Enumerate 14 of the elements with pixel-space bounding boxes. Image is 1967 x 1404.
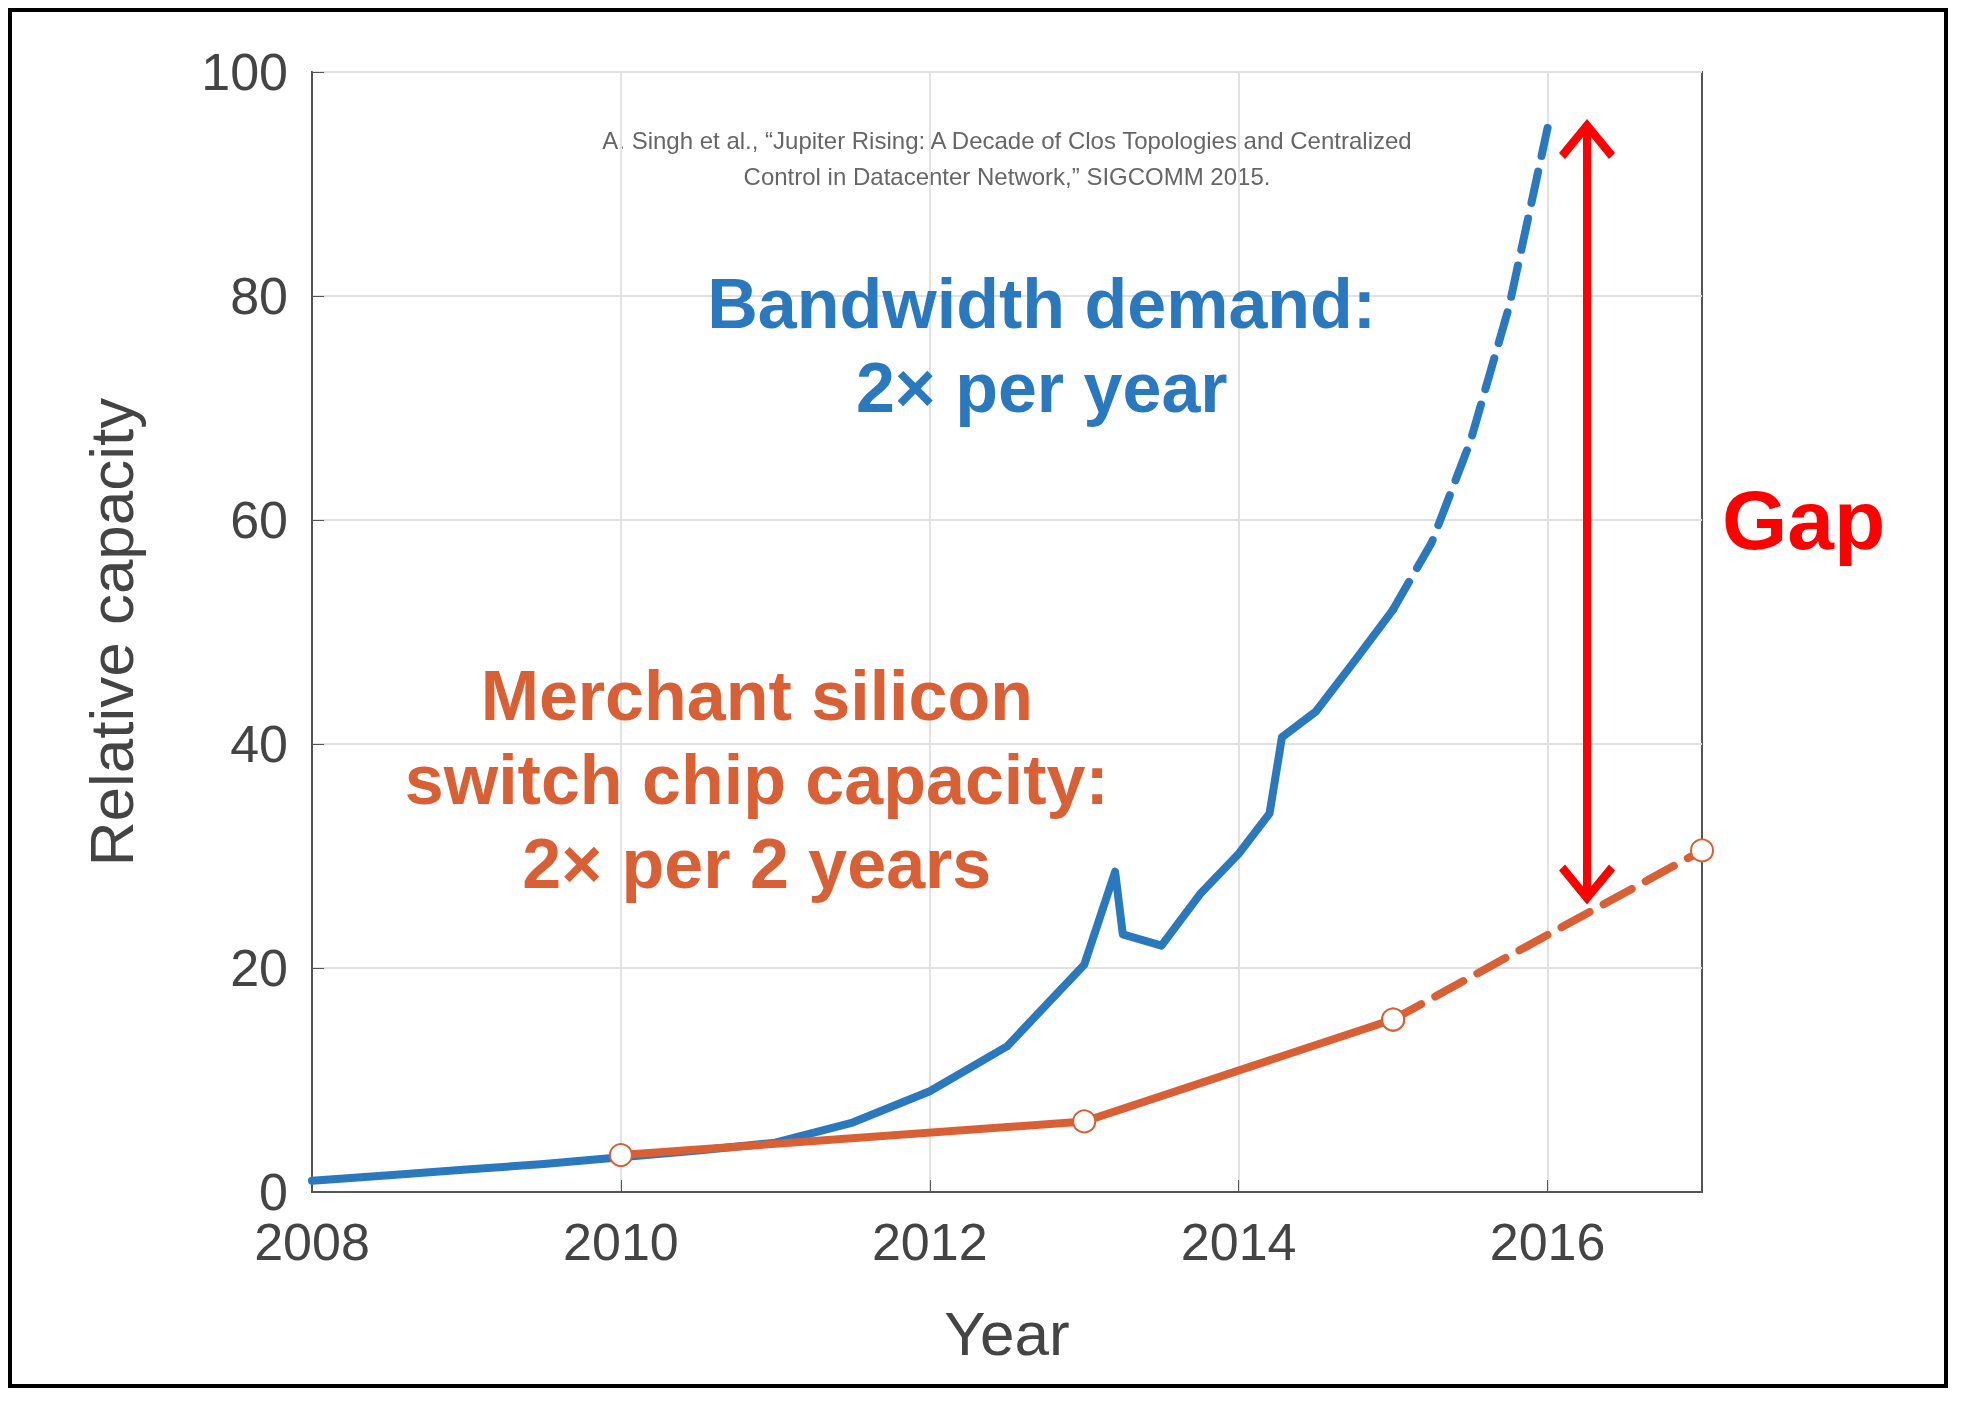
text: Merchant silicon switch chip capacity: 2× per 2 years <box>404 657 1109 904</box>
y-tick-label: 100 <box>201 43 288 101</box>
x-tick-label: 2012 <box>871 1213 988 1271</box>
x-axis-title: Year <box>944 1298 1070 1368</box>
y-tick-label: 60 <box>230 491 288 549</box>
y-axis-title: Relative capacity <box>76 397 146 867</box>
x-tick-label: 2016 <box>1489 1213 1606 1271</box>
y-tick-label: 20 <box>230 939 288 997</box>
y-tick-label: 40 <box>230 715 288 773</box>
x-tick-label: 2014 <box>1180 1213 1297 1271</box>
text: Bandwidth demand: 2× per year <box>707 265 1377 428</box>
y-tick-label: 80 <box>230 267 288 325</box>
text: Gap <box>1722 472 1886 569</box>
x-tick-label: 2010 <box>563 1213 679 1271</box>
